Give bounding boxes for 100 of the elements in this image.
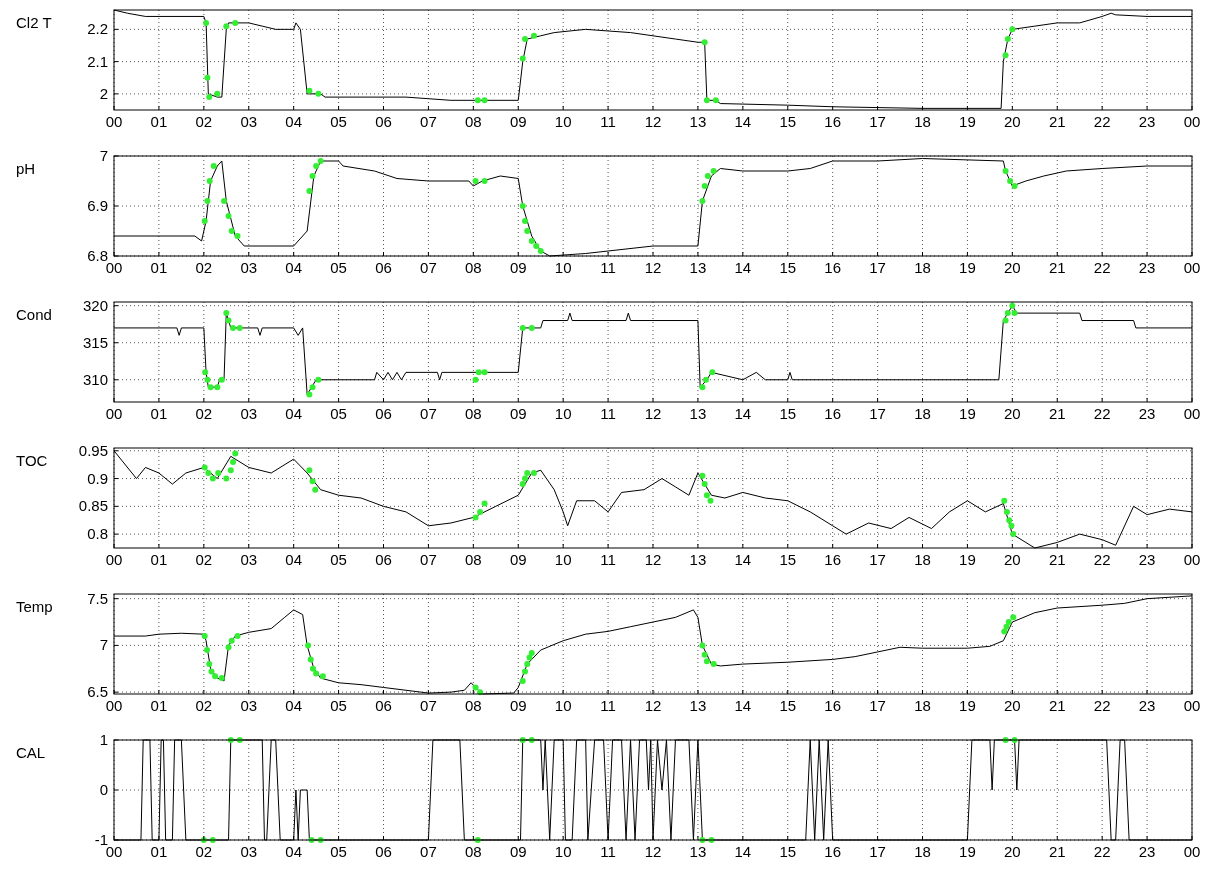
x-tick-label: 23 bbox=[1138, 551, 1156, 568]
x-tick-label: 00 bbox=[1183, 697, 1201, 714]
x-tick-label: 07 bbox=[420, 405, 437, 422]
x-tick-label: 22 bbox=[1093, 113, 1111, 130]
y-tick-label: 0.85 bbox=[78, 497, 108, 515]
x-tick-label: 10 bbox=[554, 843, 572, 860]
x-tick-label: 14 bbox=[734, 551, 752, 568]
y-tick-label: 6.5 bbox=[87, 683, 108, 701]
x-tick-label: 20 bbox=[1003, 405, 1021, 422]
x-tick-label: 02 bbox=[195, 113, 213, 130]
x-tick-label: 12 bbox=[644, 259, 662, 276]
x-tick-label: 15 bbox=[779, 405, 797, 422]
x-tick-label: 09 bbox=[509, 259, 527, 276]
x-tick-label: 23 bbox=[1138, 259, 1156, 276]
x-tick-label: 20 bbox=[1003, 843, 1021, 860]
x-tick-label: 09 bbox=[509, 697, 527, 714]
x-tick-label: 21 bbox=[1048, 259, 1066, 276]
y-tick-label: 310 bbox=[82, 370, 108, 388]
x-tick-label: 21 bbox=[1048, 113, 1066, 130]
x-tick-label: 22 bbox=[1093, 843, 1111, 860]
x-tick-label: 19 bbox=[959, 405, 976, 422]
y-tick-label: -1 bbox=[94, 831, 108, 848]
x-tick-label: 15 bbox=[779, 843, 797, 860]
x-tick-label: 16 bbox=[824, 551, 842, 568]
x-tick-label: 15 bbox=[779, 259, 797, 276]
x-tick-label: 14 bbox=[734, 697, 752, 714]
x-tick-label: 08 bbox=[464, 113, 482, 130]
x-tick-label: 21 bbox=[1048, 405, 1066, 422]
x-tick-label: 16 bbox=[824, 405, 842, 422]
x-tick-label: 04 bbox=[285, 113, 303, 130]
x-tick-label: 07 bbox=[420, 551, 437, 568]
x-tick-label: 13 bbox=[689, 551, 707, 568]
x-tick-label: 06 bbox=[375, 551, 392, 568]
x-tick-label: 03 bbox=[240, 551, 258, 568]
x-tick-label: 17 bbox=[869, 113, 886, 130]
x-tick-label: 17 bbox=[869, 843, 886, 860]
x-tick-label: 14 bbox=[734, 113, 752, 130]
y-axis-title: TOC bbox=[16, 452, 48, 469]
x-tick-label: 05 bbox=[330, 697, 347, 714]
x-tick-label: 14 bbox=[734, 405, 752, 422]
x-tick-label: 06 bbox=[375, 113, 392, 130]
x-tick-label: 16 bbox=[824, 843, 842, 860]
x-tick-label: 05 bbox=[330, 405, 347, 422]
x-tick-label: 02 bbox=[195, 405, 213, 422]
x-tick-label: 17 bbox=[869, 551, 886, 568]
x-tick-label: 00 bbox=[105, 113, 123, 130]
x-tick-label: 18 bbox=[914, 551, 931, 568]
y-axis-title: CAL bbox=[16, 744, 46, 761]
x-tick-label: 02 bbox=[195, 259, 213, 276]
x-tick-label: 07 bbox=[420, 259, 437, 276]
x-tick-label: 22 bbox=[1093, 551, 1111, 568]
x-tick-label: 16 bbox=[824, 113, 842, 130]
y-tick-label: 0.95 bbox=[78, 441, 108, 459]
y-axis-title: pH bbox=[16, 160, 36, 177]
x-tick-label: 03 bbox=[240, 697, 258, 714]
x-tick-label: 21 bbox=[1048, 843, 1066, 860]
y-tick-label: 1 bbox=[99, 731, 108, 748]
x-tick-label: 11 bbox=[600, 843, 616, 860]
x-tick-label: 02 bbox=[195, 697, 213, 714]
x-tick-label: 21 bbox=[1048, 697, 1066, 714]
x-tick-label: 08 bbox=[464, 697, 482, 714]
x-tick-label: 04 bbox=[285, 405, 303, 422]
x-tick-label: 12 bbox=[644, 113, 662, 130]
x-tick-label: 00 bbox=[105, 843, 123, 860]
x-tick-label: 19 bbox=[959, 551, 976, 568]
x-tick-label: 19 bbox=[959, 843, 976, 860]
x-tick-label: 01 bbox=[150, 843, 168, 860]
x-tick-label: 11 bbox=[600, 113, 616, 130]
x-tick-label: 00 bbox=[1183, 551, 1201, 568]
x-tick-label: 08 bbox=[464, 259, 482, 276]
x-tick-label: 10 bbox=[554, 259, 572, 276]
x-tick-label: 18 bbox=[914, 113, 931, 130]
x-tick-label: 13 bbox=[689, 113, 707, 130]
x-tick-label: 05 bbox=[330, 259, 347, 276]
x-tick-label: 15 bbox=[779, 551, 797, 568]
x-tick-label: 22 bbox=[1093, 697, 1111, 714]
x-tick-label: 19 bbox=[959, 697, 976, 714]
x-tick-label: 23 bbox=[1138, 405, 1156, 422]
x-tick-label: 06 bbox=[375, 843, 392, 860]
x-tick-label: 00 bbox=[105, 697, 123, 714]
x-tick-label: 23 bbox=[1138, 113, 1156, 130]
x-tick-label: 00 bbox=[105, 551, 123, 568]
x-tick-label: 05 bbox=[330, 113, 347, 130]
x-tick-label: 17 bbox=[869, 259, 886, 276]
x-tick-label: 14 bbox=[734, 843, 752, 860]
x-tick-label: 09 bbox=[509, 405, 527, 422]
x-tick-label: 02 bbox=[195, 551, 213, 568]
x-tick-label: 13 bbox=[689, 697, 707, 714]
x-tick-label: 00 bbox=[1183, 405, 1201, 422]
x-tick-label: 08 bbox=[464, 551, 482, 568]
x-tick-label: 13 bbox=[689, 405, 707, 422]
x-tick-label: 20 bbox=[1003, 697, 1021, 714]
x-tick-label: 00 bbox=[105, 405, 123, 422]
y-tick-label: 2.2 bbox=[87, 20, 108, 38]
y-axis-title: Cl2 T bbox=[16, 14, 52, 31]
x-tick-label: 20 bbox=[1003, 551, 1021, 568]
x-tick-label: 02 bbox=[195, 843, 213, 860]
x-tick-label: 01 bbox=[150, 697, 168, 714]
x-tick-label: 01 bbox=[150, 113, 168, 130]
x-tick-label: 11 bbox=[600, 405, 616, 422]
